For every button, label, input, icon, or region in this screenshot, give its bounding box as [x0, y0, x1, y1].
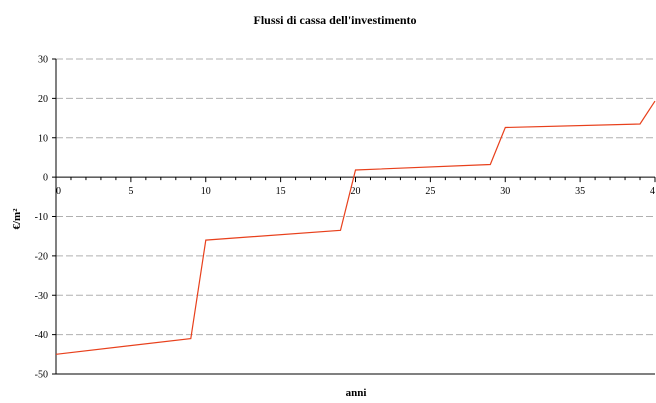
- y-tick-label: 30: [38, 55, 48, 66]
- ticks: -50 -40 -30 -20 -10 0 10 20 30 0 5 10 15 20 25 30 35 4: [35, 55, 656, 381]
- y-tick-label: 0: [43, 173, 48, 184]
- x-tick-label: 30: [500, 186, 510, 197]
- x-tick-label: 35: [575, 186, 585, 197]
- y-axis-label: €/m²: [11, 208, 23, 230]
- x-axis-label: anni: [346, 387, 367, 398]
- x-tick-label: 5: [128, 186, 133, 197]
- x-tick-label: 20: [351, 186, 361, 197]
- x-tick-label: 15: [276, 186, 286, 197]
- y-tick-label: -40: [35, 330, 48, 341]
- y-tick-label: -30: [35, 291, 48, 302]
- x-tick-label: 4: [650, 186, 655, 197]
- x-tick-label: 25: [425, 186, 435, 197]
- x-tick-label: 10: [201, 186, 211, 197]
- y-tick-label: -20: [35, 251, 48, 262]
- y-tick-label: -50: [35, 370, 48, 381]
- y-tick-label: 20: [38, 94, 48, 105]
- y-tick-label: 10: [38, 133, 48, 144]
- x-tick-label: 0: [56, 186, 61, 197]
- series-layer: [55, 100, 656, 355]
- y-tick-label: -10: [35, 212, 48, 223]
- series-line-0: [55, 100, 656, 355]
- chart-title: Flussi di cassa dell'investimento: [253, 13, 416, 27]
- axes: [55, 59, 655, 375]
